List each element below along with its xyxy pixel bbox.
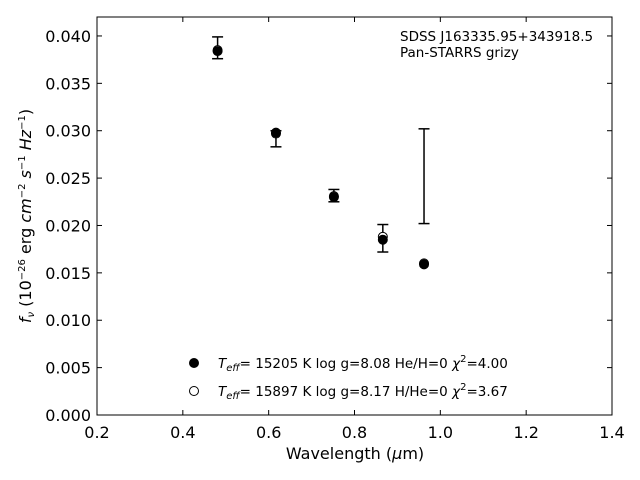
y-axis-label: fν (10−26 erg cm−2 s−1 Hz−1)	[16, 109, 37, 323]
y-tick-label: 0.020	[45, 216, 91, 235]
x-tick-label: 0.8	[342, 423, 367, 442]
x-tick-label: 0.6	[256, 423, 281, 442]
x-tick-label: 0.2	[84, 423, 109, 442]
x-tick-label: 0.4	[170, 423, 195, 442]
y-tick-label: 0.010	[45, 311, 91, 330]
y-tick-label: 0.030	[45, 122, 91, 141]
x-tick-label: 1.2	[513, 423, 538, 442]
model-points	[212, 45, 430, 270]
point-filled	[377, 234, 388, 245]
point-filled	[419, 259, 430, 270]
x-tick-label: 1.4	[599, 423, 624, 442]
error-bars	[212, 36, 430, 253]
legend-entry-filled: Teff= 15205 K log g=8.08 He/H=0 χ2=4.00	[218, 354, 508, 374]
plot-frame	[96, 16, 613, 416]
y-tick-label: 0.035	[45, 74, 91, 93]
annotation-object-name: SDSS J163335.95+343918.5	[400, 29, 593, 45]
legend: Teff= 15205 K log g=8.08 He/H=0 χ2=4.00 …	[189, 354, 508, 402]
point-filled	[270, 127, 281, 138]
y-tick-label: 0.015	[45, 264, 91, 283]
y-tick-label: 0.000	[45, 406, 91, 425]
point-filled	[212, 46, 223, 57]
point-filled	[328, 192, 339, 203]
x-tick-label: 1.0	[428, 423, 453, 442]
y-tick-label: 0.005	[45, 359, 91, 378]
legend-marker-open	[189, 386, 199, 396]
y-tick-label: 0.025	[45, 169, 91, 188]
axis-ticks: 0.2 0.4 0.6 0.8 1.0 1.2 1.4 0.000 0.005 0.010 0.01…	[45, 17, 625, 442]
x-axis-label: Wavelength (μm)	[286, 444, 424, 463]
y-tick-label: 0.040	[45, 27, 91, 46]
legend-entry-open: Teff= 15897 K log g=8.17 H/He=0 χ2=3.67	[218, 382, 508, 402]
annotation-survey: Pan-STARRS grizy	[400, 45, 519, 61]
legend-marker-filled	[189, 358, 199, 368]
